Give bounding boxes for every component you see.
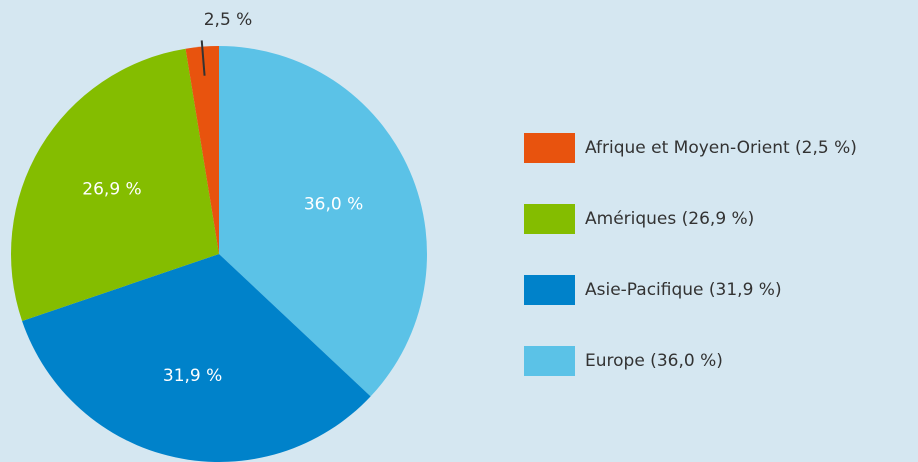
- legend-label: Asie-Pacifique (31,9 %): [585, 280, 782, 300]
- leader-line: [200, 40, 206, 76]
- data-label: 2,5 %: [204, 10, 253, 30]
- legend-label: Amériques (26,9 %): [585, 209, 754, 229]
- pie-slice: [185, 46, 219, 254]
- pie-slice: [11, 48, 220, 321]
- legend-label: Europe (36,0 %): [585, 351, 723, 371]
- data-label: 31,9 %: [163, 366, 222, 386]
- data-label: 26,9 %: [82, 180, 141, 200]
- pie-slice: [22, 254, 371, 462]
- legend-swatch: [524, 275, 575, 305]
- legend-swatch: [524, 204, 575, 234]
- legend-swatch: [524, 133, 575, 163]
- pie-slice: [219, 46, 428, 397]
- legend-swatch: [524, 346, 575, 376]
- data-label: 36,0 %: [304, 194, 363, 214]
- legend-label: Afrique et Moyen-Orient (2,5 %): [585, 138, 857, 158]
